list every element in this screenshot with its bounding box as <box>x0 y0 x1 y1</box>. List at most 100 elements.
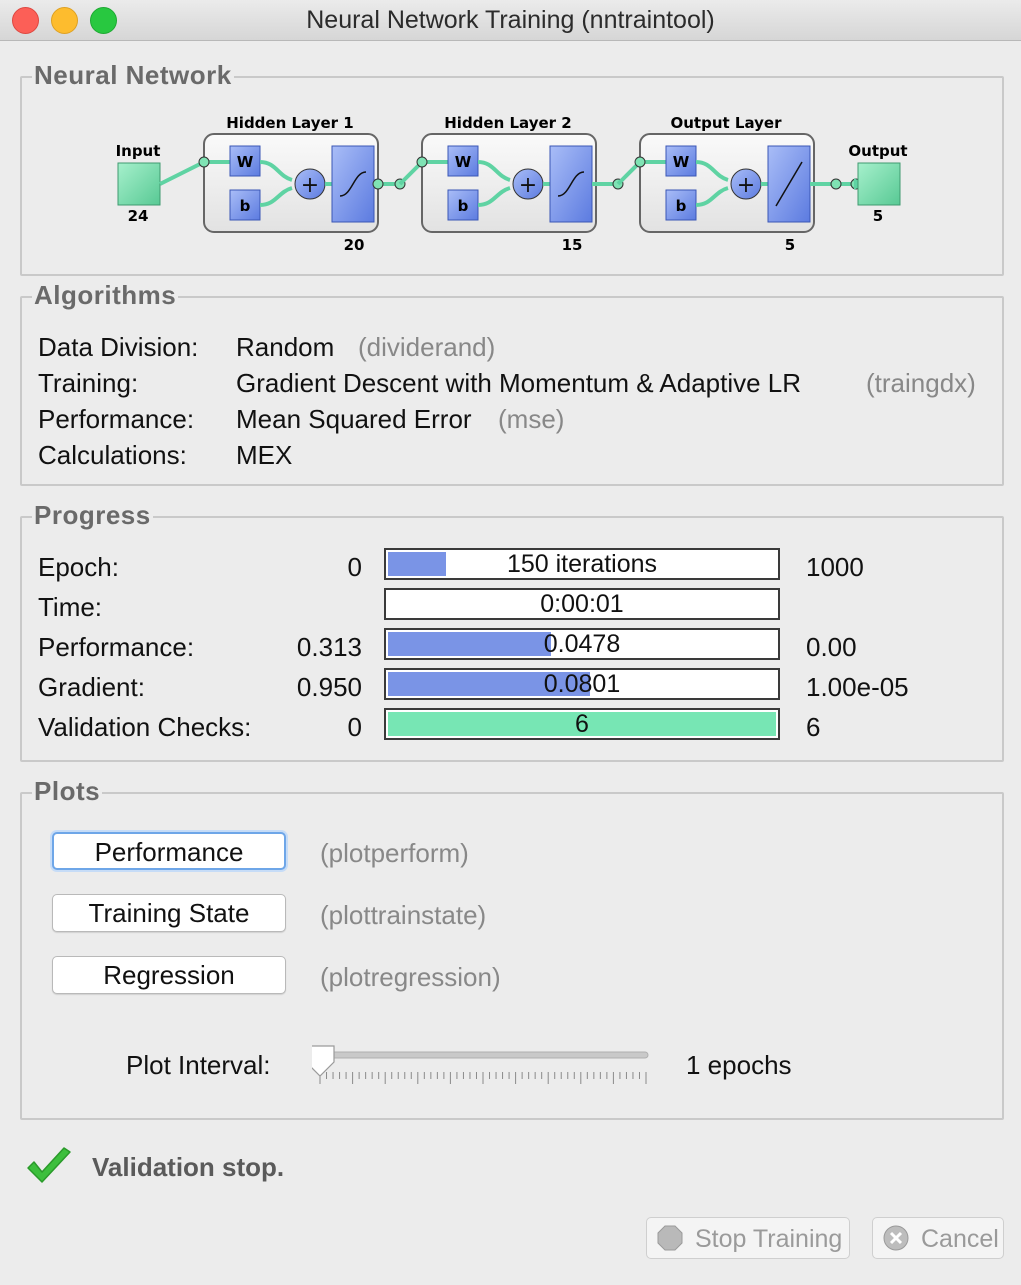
plots-section-title: Plots <box>32 776 103 807</box>
hidden-layer-1-title: Hidden Layer 1 <box>226 114 353 132</box>
time-progress-text: 0:00:01 <box>540 590 624 618</box>
bias-block <box>665 189 697 221</box>
validation-checks-label: Validation Checks: <box>38 712 252 742</box>
gradient-label: Gradient: <box>38 672 145 702</box>
neural-network-section-title: Neural Network <box>32 60 234 91</box>
cancel-button[interactable]: Cancel <box>872 1217 1004 1259</box>
minimize-window-button[interactable] <box>51 7 78 34</box>
epoch-progress-fill <box>388 552 446 576</box>
window-titlebar: Neural Network Training (nntraintool) <box>0 0 1021 41</box>
data-division-label: Data Division: <box>38 332 199 362</box>
bias-block <box>229 189 261 221</box>
validation-checks-end-value: 6 <box>806 712 821 742</box>
algorithms-panel: Algorithms Data Division: Random (divide… <box>20 280 1004 486</box>
bias-block <box>447 189 479 221</box>
slider-thumb[interactable] <box>312 1045 335 1077</box>
validation-checks-progress-fill <box>388 712 776 736</box>
svg-text:+: + <box>519 173 537 198</box>
data-division-value: Random <box>236 332 335 362</box>
connector <box>159 160 205 186</box>
performance-label: Performance: <box>38 404 195 434</box>
data-division-function: (dividerand) <box>358 332 496 362</box>
training-value: Gradient Descent with Momentum & Adaptiv… <box>236 368 802 398</box>
cancel-icon <box>883 1225 909 1251</box>
maximize-window-button[interactable] <box>90 7 117 34</box>
status-text: Validation stop. <box>92 1152 285 1182</box>
performance-function: (mse) <box>498 404 565 434</box>
neural-network-panel: Neural Network Input 24 Hidden Layer 1 <box>20 60 1004 276</box>
epoch-label: Epoch: <box>38 552 119 582</box>
gradient-end-value: 1.00e-05 <box>806 672 909 702</box>
plot-interval-slider[interactable] <box>312 1042 652 1084</box>
performance-progress-text: 0.0478 <box>543 630 621 658</box>
svg-text:W: W <box>237 153 254 171</box>
plot-regression-function: (plotregression) <box>320 962 501 992</box>
progress-panel: Progress <box>20 500 1004 762</box>
plot-performance-function: (plotperform) <box>320 838 469 868</box>
plot-regression-button[interactable]: Regression <box>52 956 286 994</box>
epoch-progress-bar: 150 iterations <box>384 548 780 580</box>
performance-value: Mean Squared Error <box>236 404 472 434</box>
validation-checks-progress-bar: 6 <box>384 708 780 740</box>
progress-section-title: Progress <box>32 500 153 531</box>
gradient-progress-bar: 0.0801 <box>384 668 780 700</box>
network-diagram: Input 24 Hidden Layer 1 W b + 20 <box>116 114 908 254</box>
validation-checks-progress-text: 6 <box>575 710 589 738</box>
gradient-start-value: 0.950 <box>296 672 362 702</box>
training-label: Training: <box>38 368 139 398</box>
output-layer-title: Output Layer <box>671 114 783 132</box>
svg-text:b: b <box>458 197 469 215</box>
weight-block <box>665 145 697 177</box>
plot-interval-label: Plot Interval: <box>126 1050 271 1080</box>
slider-ticks <box>319 1072 647 1084</box>
performance-label: Performance: <box>38 632 195 662</box>
plot-performance-button[interactable]: Performance <box>52 832 286 870</box>
epoch-end-value: 1000 <box>806 552 864 582</box>
training-function: (traingdx) <box>866 368 976 398</box>
hidden-layer-1-size: 20 <box>344 236 365 254</box>
svg-text:W: W <box>673 153 690 171</box>
input-label: Input <box>116 142 161 160</box>
stop-training-label: Stop Training <box>695 1225 843 1253</box>
performance-end-value: 0.00 <box>806 632 857 662</box>
performance-progress-bar: 0.0478 <box>384 628 780 660</box>
weight-block <box>229 145 261 177</box>
plot-training-state-button[interactable]: Training State <box>52 894 286 932</box>
gradient-progress-fill <box>388 672 590 696</box>
time-progress-bar: 0:00:01 <box>384 588 780 620</box>
svg-text:b: b <box>240 197 251 215</box>
hidden-layer-2-title: Hidden Layer 2 <box>444 114 571 132</box>
checkmark-icon <box>27 1147 71 1183</box>
weight-block <box>447 145 479 177</box>
calculations-value: MEX <box>236 440 293 470</box>
hidden-layer-2: Hidden Layer 2 W b + 15 <box>416 114 624 254</box>
stop-training-button[interactable]: Stop Training <box>646 1217 850 1259</box>
svg-text:+: + <box>301 173 319 198</box>
hidden-layer-2-size: 15 <box>562 236 583 254</box>
validation-checks-start-value: 0 <box>347 712 362 742</box>
close-window-button[interactable] <box>12 7 39 34</box>
input-size: 24 <box>128 207 149 225</box>
output-label: Output <box>848 142 907 160</box>
window-title: Neural Network Training (nntraintool) <box>306 6 715 34</box>
plots-panel: Plots <box>20 776 1004 1120</box>
svg-text:+: + <box>737 173 755 198</box>
time-label: Time: <box>38 592 103 622</box>
performance-progress-fill <box>388 632 551 656</box>
performance-start-value: 0.313 <box>296 632 362 662</box>
calculations-label: Calculations: <box>38 440 187 470</box>
output-block <box>857 162 901 206</box>
plot-interval-value: 1 epochs <box>686 1050 792 1080</box>
svg-text:W: W <box>455 153 472 171</box>
cancel-label: Cancel <box>921 1225 999 1253</box>
gradient-progress-text: 0.0801 <box>543 670 621 698</box>
epoch-progress-text: 150 iterations <box>506 550 658 578</box>
output-layer: Output Layer W b + 5 <box>634 114 864 254</box>
algorithms-section-title: Algorithms <box>32 280 179 311</box>
output-size: 5 <box>873 207 883 225</box>
output-layer-size: 5 <box>785 236 795 254</box>
epoch-start-value: 0 <box>347 552 362 582</box>
svg-text:b: b <box>676 197 687 215</box>
input-block <box>117 162 161 206</box>
plot-training-state-function: (plottrainstate) <box>320 900 487 930</box>
